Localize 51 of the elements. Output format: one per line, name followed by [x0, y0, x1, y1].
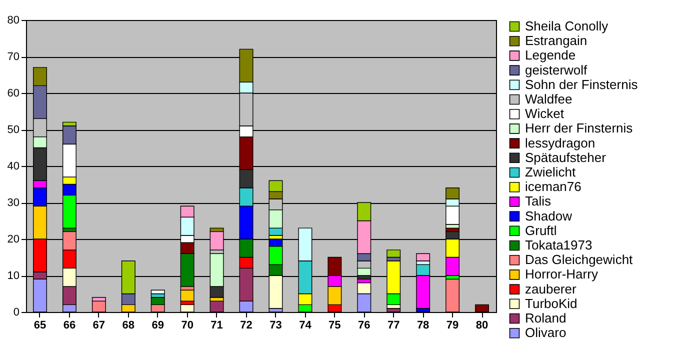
x-tick-label: 72	[240, 320, 252, 332]
x-tick-label: 76	[358, 320, 370, 332]
x-tick-label: 79	[446, 320, 459, 332]
legend-label: zauberer	[525, 281, 577, 296]
x-tick-label: 65	[34, 320, 46, 332]
x-tick-label: 74	[299, 320, 312, 332]
legend-label: Zwielicht	[525, 164, 576, 180]
y-tick-label: 40	[7, 160, 20, 172]
legend-label: Wicket	[525, 106, 564, 122]
bar	[180, 290, 194, 302]
x-tick-label: 75	[328, 320, 341, 332]
y-tick-label: 0	[13, 306, 20, 318]
legend-label: lessydragon	[525, 135, 596, 150]
legend-label: Roland	[525, 310, 566, 326]
y-tick-label: 80	[7, 14, 20, 26]
legend-label: iceman76	[525, 179, 582, 194]
bar	[416, 253, 430, 262]
legend-label: TurboKid	[525, 296, 578, 311]
x-tick-label: 71	[210, 320, 223, 332]
bar	[150, 290, 165, 294]
legend-label: Sheila Conolly	[525, 18, 609, 34]
x-tick-label: 67	[92, 320, 106, 332]
legend-label: Estrangain	[525, 33, 588, 48]
legend-label: Sohn der Finsternis	[525, 76, 638, 92]
y-tick-label: 50	[7, 124, 20, 136]
x-tick-label: 73	[270, 320, 282, 332]
x-tick-label: 69	[152, 320, 164, 332]
x-tick-label: 78	[416, 320, 430, 332]
legend-label: Tokata1973	[525, 238, 592, 252]
y-tick-label: 60	[7, 88, 20, 100]
y-tick-label: 30	[7, 197, 20, 209]
legend-label: Olivaro	[525, 325, 566, 340]
legend-label: Waldfee	[525, 92, 572, 106]
legend-label: geisterwolf	[525, 62, 588, 78]
y-tick-label: 20	[7, 234, 20, 246]
x-tick-label: 66	[63, 320, 76, 332]
legend-label: Legende	[525, 48, 576, 63]
x-tick-label: 77	[387, 320, 400, 332]
legend-label: Horror-Harry	[525, 266, 598, 282]
legend-label: Shadow	[525, 208, 573, 224]
y-tick-label: 70	[7, 51, 20, 63]
x-tick-label: 70	[181, 320, 194, 332]
bar	[386, 250, 401, 258]
x-tick-label: 80	[476, 320, 488, 332]
legend-label: Gruftl	[525, 222, 557, 238]
x-tick-label: 68	[122, 320, 135, 332]
y-tick-label: 10	[7, 270, 20, 282]
legend-label: Spätaufsteher	[525, 150, 607, 165]
legend-label: Talis	[525, 194, 552, 209]
legend-label: Das Gleichgewicht	[525, 252, 634, 268]
legend-label: Herr der Finsternis	[525, 120, 634, 136]
